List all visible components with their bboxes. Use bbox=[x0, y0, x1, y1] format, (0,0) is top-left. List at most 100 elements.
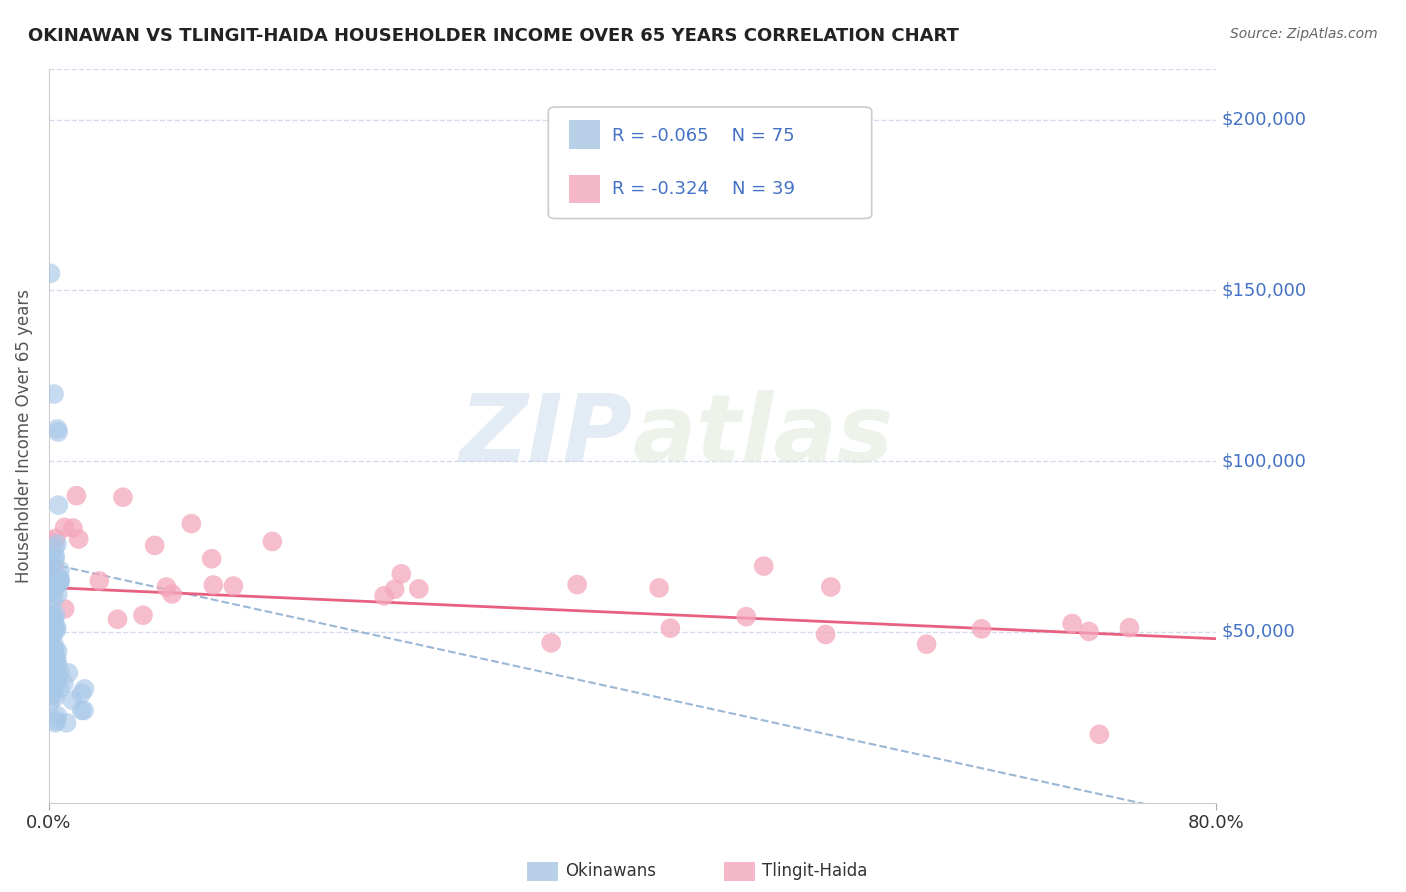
Okinawans bbox=[38, 555, 60, 569]
Tlingit-Haida bbox=[1077, 624, 1099, 639]
Okinawans bbox=[49, 572, 72, 586]
Okinawans bbox=[45, 654, 67, 668]
Tlingit-Haida bbox=[814, 627, 837, 641]
Tlingit-Haida bbox=[389, 566, 412, 581]
Tlingit-Haida bbox=[65, 489, 87, 503]
Okinawans bbox=[42, 387, 65, 401]
Okinawans bbox=[38, 697, 60, 711]
Tlingit-Haida bbox=[132, 608, 155, 623]
Okinawans bbox=[44, 612, 66, 626]
Okinawans bbox=[39, 659, 62, 673]
Okinawans bbox=[44, 690, 66, 705]
Okinawans bbox=[45, 537, 67, 551]
Okinawans bbox=[48, 574, 70, 588]
Okinawans bbox=[41, 562, 63, 576]
Okinawans bbox=[73, 681, 96, 696]
Okinawans bbox=[44, 585, 66, 599]
Okinawans bbox=[46, 425, 69, 439]
Okinawans bbox=[38, 625, 60, 640]
Tlingit-Haida bbox=[111, 490, 134, 504]
Okinawans bbox=[42, 626, 65, 640]
Okinawans bbox=[45, 670, 67, 684]
Okinawans bbox=[42, 613, 65, 627]
Tlingit-Haida bbox=[143, 538, 166, 552]
Tlingit-Haida bbox=[67, 532, 90, 546]
Tlingit-Haida bbox=[408, 582, 430, 596]
Tlingit-Haida bbox=[45, 531, 67, 545]
Tlingit-Haida bbox=[752, 559, 775, 574]
Okinawans bbox=[38, 557, 60, 571]
Okinawans bbox=[58, 665, 80, 680]
Tlingit-Haida bbox=[1118, 621, 1140, 635]
Tlingit-Haida bbox=[202, 578, 225, 592]
Tlingit-Haida bbox=[820, 580, 842, 594]
Okinawans bbox=[41, 689, 63, 703]
Okinawans bbox=[41, 571, 63, 585]
Tlingit-Haida bbox=[384, 582, 406, 597]
Okinawans bbox=[44, 682, 66, 697]
Okinawans bbox=[44, 607, 66, 621]
Okinawans bbox=[49, 665, 72, 680]
Tlingit-Haida bbox=[915, 637, 938, 651]
Text: R = -0.065    N = 75: R = -0.065 N = 75 bbox=[612, 128, 794, 145]
Okinawans bbox=[42, 637, 65, 651]
Okinawans bbox=[46, 673, 69, 688]
Okinawans bbox=[46, 658, 69, 673]
Okinawans bbox=[41, 608, 63, 623]
Okinawans bbox=[55, 715, 77, 730]
Okinawans bbox=[48, 498, 70, 512]
Y-axis label: Householder Income Over 65 years: Householder Income Over 65 years bbox=[15, 288, 32, 582]
Tlingit-Haida bbox=[38, 533, 60, 548]
Tlingit-Haida bbox=[1088, 727, 1111, 741]
Tlingit-Haida bbox=[648, 581, 671, 595]
Okinawans bbox=[46, 644, 69, 658]
Text: Source: ZipAtlas.com: Source: ZipAtlas.com bbox=[1230, 27, 1378, 41]
Okinawans bbox=[42, 569, 65, 583]
Text: $200,000: $200,000 bbox=[1222, 111, 1308, 128]
Okinawans bbox=[45, 623, 67, 637]
Tlingit-Haida bbox=[107, 612, 129, 626]
Text: Okinawans: Okinawans bbox=[565, 863, 657, 880]
Okinawans bbox=[45, 714, 67, 728]
Okinawans bbox=[45, 655, 67, 669]
Okinawans bbox=[45, 651, 67, 665]
Tlingit-Haida bbox=[53, 602, 76, 616]
Tlingit-Haida bbox=[262, 534, 284, 549]
Tlingit-Haida bbox=[89, 574, 111, 588]
Text: OKINAWAN VS TLINGIT-HAIDA HOUSEHOLDER INCOME OVER 65 YEARS CORRELATION CHART: OKINAWAN VS TLINGIT-HAIDA HOUSEHOLDER IN… bbox=[28, 27, 959, 45]
Okinawans bbox=[73, 703, 96, 717]
Okinawans bbox=[44, 541, 66, 556]
Text: atlas: atlas bbox=[633, 390, 894, 482]
Tlingit-Haida bbox=[970, 622, 993, 636]
Okinawans bbox=[41, 570, 63, 584]
Text: $150,000: $150,000 bbox=[1222, 282, 1308, 300]
Text: ZIP: ZIP bbox=[460, 390, 633, 482]
Okinawans bbox=[42, 593, 65, 607]
Okinawans bbox=[41, 678, 63, 692]
Okinawans bbox=[44, 715, 66, 730]
Tlingit-Haida bbox=[735, 609, 758, 624]
Okinawans bbox=[44, 647, 66, 661]
Okinawans bbox=[49, 563, 72, 577]
Tlingit-Haida bbox=[222, 579, 245, 593]
Okinawans bbox=[49, 574, 72, 589]
Okinawans bbox=[42, 679, 65, 693]
Okinawans bbox=[48, 572, 70, 586]
Tlingit-Haida bbox=[44, 559, 66, 574]
Okinawans bbox=[44, 643, 66, 657]
Text: R = -0.324    N = 39: R = -0.324 N = 39 bbox=[612, 180, 794, 198]
Tlingit-Haida bbox=[540, 636, 562, 650]
Okinawans bbox=[39, 673, 62, 688]
Okinawans bbox=[44, 549, 66, 564]
Okinawans bbox=[52, 676, 75, 690]
Tlingit-Haida bbox=[160, 587, 183, 601]
Okinawans bbox=[46, 667, 69, 681]
Okinawans bbox=[44, 579, 66, 593]
Tlingit-Haida bbox=[373, 589, 395, 603]
Text: $100,000: $100,000 bbox=[1222, 452, 1306, 470]
Okinawans bbox=[46, 422, 69, 436]
Okinawans bbox=[41, 657, 63, 672]
Okinawans bbox=[38, 602, 60, 616]
Okinawans bbox=[42, 641, 65, 656]
Okinawans bbox=[39, 652, 62, 666]
